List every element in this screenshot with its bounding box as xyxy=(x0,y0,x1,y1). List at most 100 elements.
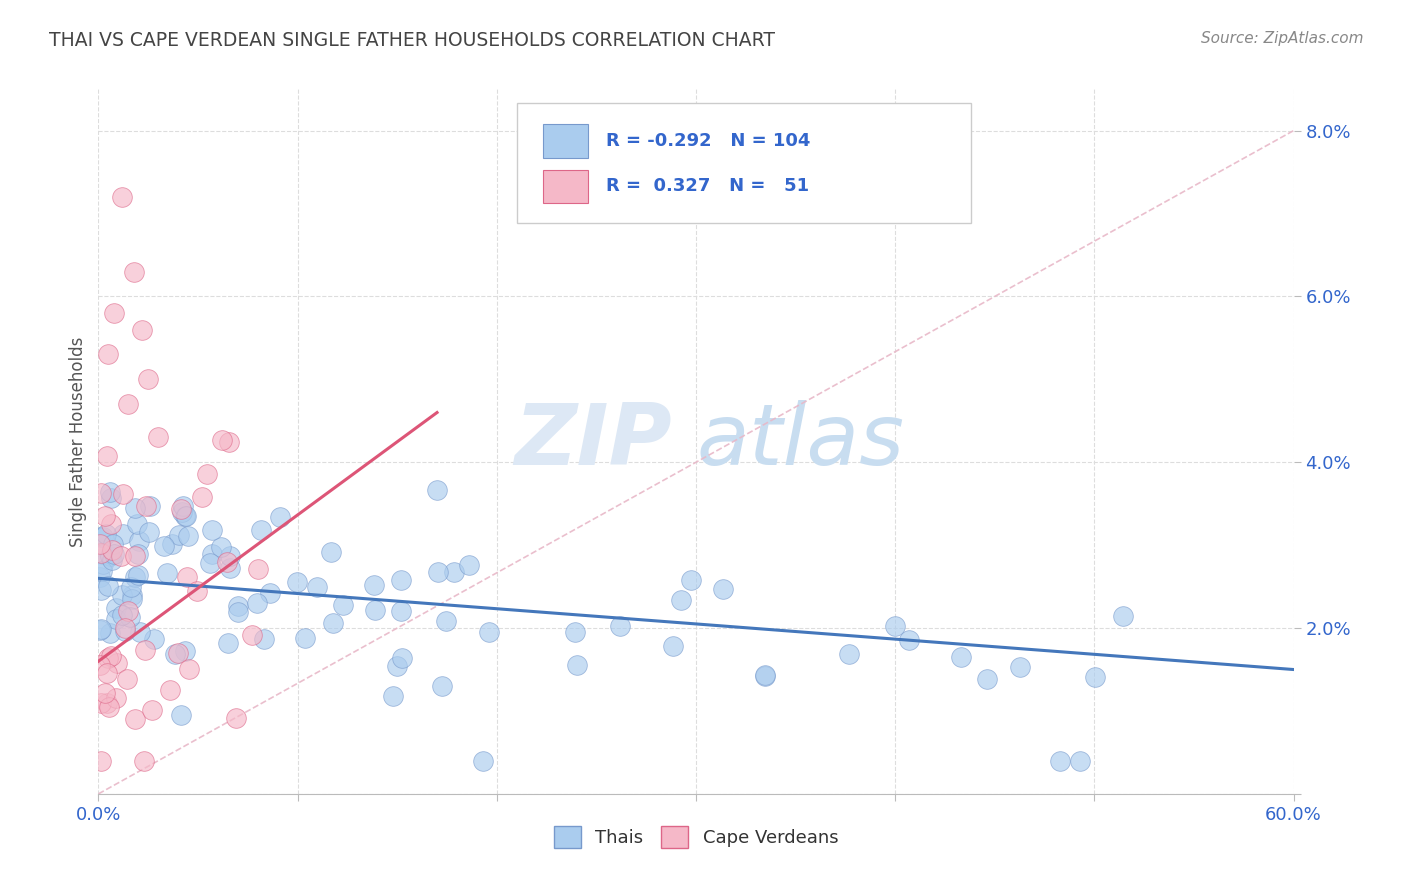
Point xyxy=(1112,608,1135,623)
Point xyxy=(89,537,111,551)
Point xyxy=(711,582,734,596)
Point xyxy=(285,575,308,590)
Point xyxy=(662,639,685,653)
Point xyxy=(100,543,122,558)
Point xyxy=(609,619,631,633)
Point xyxy=(884,619,907,633)
Point xyxy=(218,435,240,450)
Point xyxy=(98,626,121,640)
Point xyxy=(138,525,160,540)
Point xyxy=(97,700,120,714)
Point xyxy=(100,648,122,663)
Point xyxy=(131,323,153,337)
Point xyxy=(436,614,458,628)
Point xyxy=(307,580,329,594)
Point xyxy=(111,487,134,501)
Point xyxy=(217,555,239,569)
Point xyxy=(191,490,214,504)
Point xyxy=(156,566,179,580)
Point xyxy=(91,557,114,571)
Point xyxy=(89,570,111,584)
Point xyxy=(167,528,190,542)
Point xyxy=(143,632,166,647)
Point xyxy=(111,588,134,602)
Point xyxy=(100,516,122,531)
Point xyxy=(458,558,481,573)
Point xyxy=(103,306,125,320)
Point xyxy=(89,530,111,544)
Point xyxy=(671,592,693,607)
Point xyxy=(172,500,194,514)
Point xyxy=(219,561,242,575)
Point xyxy=(121,592,143,607)
Point xyxy=(246,596,269,610)
Point xyxy=(115,672,138,686)
Point xyxy=(430,679,453,693)
Point xyxy=(246,561,269,575)
Point xyxy=(111,607,134,622)
Point xyxy=(391,604,413,618)
Text: R =  0.327   N =   51: R = 0.327 N = 51 xyxy=(606,178,810,195)
Point xyxy=(170,502,193,516)
Point xyxy=(219,549,242,564)
Point xyxy=(564,625,586,640)
Point xyxy=(253,632,276,646)
Point xyxy=(363,578,385,592)
Point xyxy=(225,711,247,725)
Point xyxy=(269,509,291,524)
Point xyxy=(364,603,387,617)
Point xyxy=(186,584,208,599)
Point xyxy=(217,636,239,650)
Point xyxy=(897,632,920,647)
Point xyxy=(198,556,221,570)
Point xyxy=(226,606,249,620)
Point xyxy=(124,501,146,516)
Point xyxy=(127,568,149,582)
Point xyxy=(93,547,115,561)
Point xyxy=(93,509,115,524)
Point xyxy=(120,580,142,594)
Point xyxy=(426,483,449,497)
Point xyxy=(211,433,233,447)
Point xyxy=(91,564,114,578)
Text: ZIP: ZIP xyxy=(515,400,672,483)
Point xyxy=(754,668,776,682)
Point xyxy=(385,659,408,673)
Point xyxy=(98,549,121,563)
Point xyxy=(679,573,702,587)
Point xyxy=(129,624,152,639)
Point xyxy=(124,264,146,278)
Point xyxy=(478,624,501,639)
Point xyxy=(90,696,112,710)
Point xyxy=(90,622,112,636)
Point xyxy=(128,533,150,548)
Point xyxy=(389,573,412,587)
Point xyxy=(101,537,124,551)
Point xyxy=(105,656,128,670)
Point xyxy=(195,467,218,481)
Point xyxy=(226,599,249,613)
Point xyxy=(110,549,132,563)
Point xyxy=(96,527,118,541)
Point xyxy=(174,508,197,523)
Point xyxy=(754,667,776,681)
Point xyxy=(177,662,200,676)
Point xyxy=(976,672,998,686)
FancyBboxPatch shape xyxy=(543,124,589,158)
Point xyxy=(250,524,273,538)
Point xyxy=(391,651,413,665)
Point xyxy=(111,190,134,204)
Point xyxy=(114,621,136,635)
Point xyxy=(96,449,118,463)
Point xyxy=(177,529,200,543)
FancyBboxPatch shape xyxy=(517,103,972,223)
Point xyxy=(100,553,122,567)
Point xyxy=(443,565,465,579)
Point xyxy=(209,540,232,554)
Point xyxy=(104,690,127,705)
Point xyxy=(124,711,146,725)
Point xyxy=(98,484,121,499)
Point xyxy=(294,631,316,645)
Point xyxy=(96,665,118,680)
Point xyxy=(176,570,198,584)
